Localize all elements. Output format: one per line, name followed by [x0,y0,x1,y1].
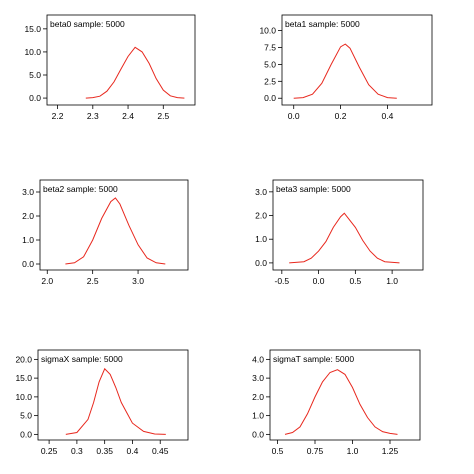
density-curve [293,43,397,99]
y-tick-label: 3.0 [252,373,264,383]
y-tick-label: 0.0 [264,93,276,103]
x-tick-label: 0.0 [288,111,300,121]
density-curve [65,197,166,265]
y-tick-label: 10.0 [259,26,276,36]
panel-title: beta2 sample: 5000 [43,184,118,194]
plot-frame [46,14,196,106]
y-tick-label: 15.0 [24,24,41,34]
plot-frame [39,179,189,271]
x-tick-label: 0.5 [349,276,361,286]
density-panel: sigmaT sample: 5000 0.0 1.0 2.0 3.0 4.0 0.5 0.7… [252,349,421,456]
x-tick-label: 0.4 [127,446,139,456]
x-tick-label: 0.2 [335,111,347,121]
y-tick-label: 15.0 [15,373,32,383]
x-tick-label: 0.3 [71,446,83,456]
y-tick-label: 2.0 [252,392,264,402]
y-tick-label: 10.0 [15,392,32,402]
x-tick-label: -0.5 [274,276,289,286]
y-tick-label: 5.0 [264,59,276,69]
x-tick-label: 0.4 [382,111,394,121]
x-tick-label: 0.25 [41,446,58,456]
y-tick-label: 5.0 [29,70,41,80]
x-tick-label: 2.2 [52,111,64,121]
panel-title: beta0 sample: 5000 [50,19,125,29]
x-tick-label: 2.3 [87,111,99,121]
y-tick-label: 1.0 [255,234,267,244]
plot-frame [281,14,433,106]
plot-frame [37,349,189,441]
y-tick-label: 2.0 [255,211,267,221]
x-tick-label: 1.0 [347,446,359,456]
x-tick-label: 3.0 [132,276,144,286]
plot-frame [272,179,424,271]
y-tick-label: 1.0 [252,411,264,421]
panel-title: beta3 sample: 5000 [276,184,351,194]
panel-title: beta1 sample: 5000 [285,19,360,29]
density-curve [65,367,166,435]
y-tick-label: 0.0 [20,429,32,439]
x-tick-label: 2.5 [87,276,99,286]
density-curve [85,46,185,99]
y-tick-label: 7.5 [264,42,276,52]
y-tick-label: 3.0 [22,187,34,197]
y-tick-label: 0.0 [252,429,264,439]
y-tick-label: 0.0 [22,259,34,269]
y-tick-label: 20.0 [15,354,32,364]
x-tick-label: 0.0 [313,276,325,286]
panel-title: sigmaX sample: 5000 [41,354,123,364]
x-tick-label: 2.0 [41,276,53,286]
panel-title: sigmaT sample: 5000 [273,354,354,364]
y-tick-label: 0.0 [255,258,267,268]
x-tick-label: 1.0 [386,276,398,286]
y-tick-label: 0.0 [29,93,41,103]
y-tick-label: 4.0 [252,354,264,364]
x-tick-label: 0.5 [272,446,284,456]
y-tick-label: 10.0 [24,47,41,57]
density-curve [289,212,400,264]
density-panel: sigmaX sample: 5000 0.0 5.0 10.0 15.0 20.0 0.2… [15,349,189,456]
x-tick-label: 1.25 [382,446,399,456]
y-tick-label: 2.0 [22,211,34,221]
plot-frame [269,349,421,441]
x-tick-label: 2.4 [122,111,134,121]
y-tick-label: 1.0 [22,235,34,245]
y-tick-label: 2.5 [264,76,276,86]
x-tick-label: 0.45 [152,446,169,456]
x-tick-label: 2.5 [157,111,169,121]
density-curve [284,369,398,435]
y-tick-label: 3.0 [255,187,267,197]
density-panel: beta0 sample: 5000 0.0 5.0 10.0 15.0 2.2 2.3 2.… [24,14,196,121]
x-tick-label: 0.35 [96,446,113,456]
density-panel: beta3 sample: 5000 0.0 1.0 2.0 3.0 -0.5 0.0 0.5… [255,179,424,286]
x-tick-label: 0.75 [307,446,324,456]
y-tick-label: 5.0 [20,411,32,421]
density-panel: beta2 sample: 5000 0.0 1.0 2.0 3.0 2.0 2.5 3.0 [22,179,189,286]
density-panel: beta1 sample: 5000 0.0 2.5 5.0 7.5 10.0 0.0 0.2… [259,14,433,121]
